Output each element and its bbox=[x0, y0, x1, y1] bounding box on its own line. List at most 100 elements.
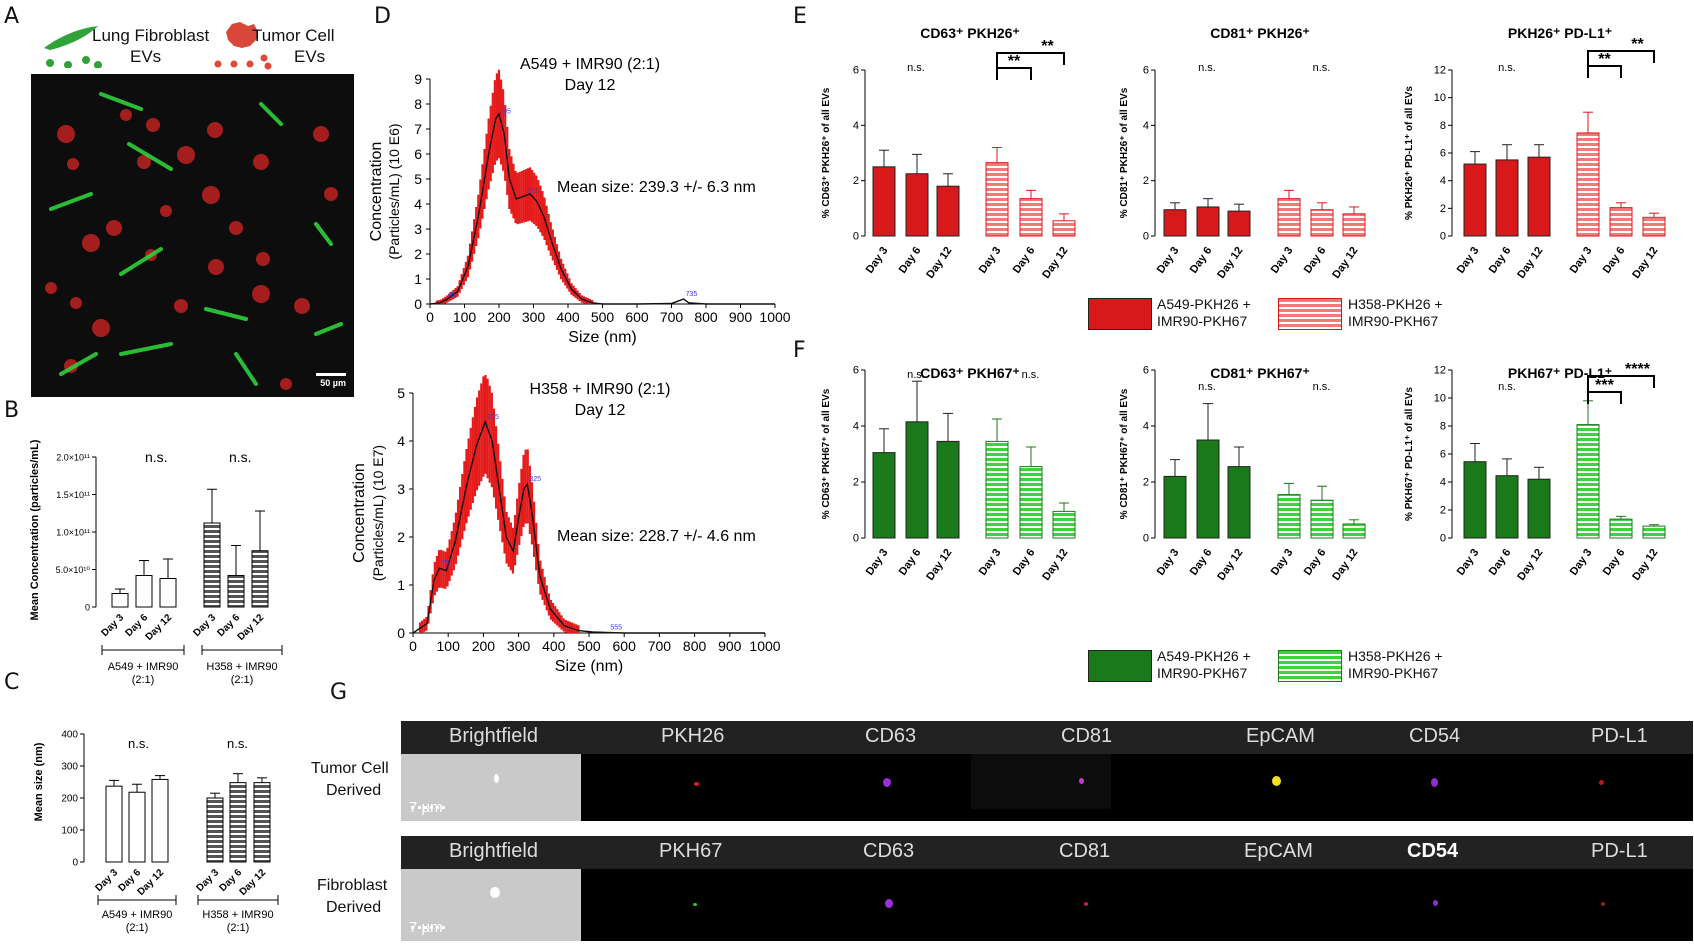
x-tick-label: Day 12 bbox=[1330, 245, 1360, 281]
y-tick-label: 0 bbox=[414, 296, 422, 312]
g-row2-ch3: CD81 bbox=[1059, 840, 1111, 862]
bar bbox=[1310, 499, 1334, 539]
g-row2-ch6: PD-L1 bbox=[1591, 840, 1648, 862]
x-tick-label: Day 3 bbox=[1455, 547, 1482, 578]
red-cell bbox=[252, 285, 270, 303]
x-tick-label: Day 12 bbox=[1215, 547, 1245, 583]
x-tick-label: Day 3 bbox=[191, 612, 218, 639]
red-cell bbox=[45, 282, 57, 294]
bar bbox=[872, 452, 896, 539]
bar bbox=[1463, 163, 1487, 237]
red-cell bbox=[256, 252, 270, 266]
sig-bracket bbox=[996, 67, 1032, 80]
g-row1-brightfield: 7 µm bbox=[401, 754, 581, 821]
legend-e-solid-label: A549-PKH26 + IMR90-PKH67 bbox=[1157, 296, 1251, 330]
y-axis-label: Concentration bbox=[368, 142, 385, 242]
g-row2-ch4: EpCAM bbox=[1244, 840, 1313, 862]
x-tick-label: Day 12 bbox=[1330, 547, 1360, 583]
x-tick-label: Day 6 bbox=[897, 547, 924, 578]
bar bbox=[227, 575, 245, 608]
red-cell bbox=[202, 186, 220, 204]
x-tick-label: Day 3 bbox=[1155, 547, 1182, 578]
red-cell bbox=[106, 220, 122, 236]
ns-label: n.s. bbox=[1313, 381, 1331, 393]
ns-label: n.s. bbox=[907, 369, 925, 381]
y-axis-label: % CD63⁺ PKH26⁺ of all EVs bbox=[821, 87, 832, 218]
x-tick-label: 300 bbox=[522, 309, 546, 325]
x-tick-label: 400 bbox=[556, 309, 580, 325]
y-tick-label: 6 bbox=[853, 365, 859, 377]
g-row2-label-line1: Fibroblast bbox=[317, 877, 388, 894]
x-tick-label: 100 bbox=[437, 638, 461, 654]
bar bbox=[253, 782, 271, 863]
red-cell bbox=[57, 125, 75, 143]
group-label: H358 + IMR90 bbox=[202, 909, 273, 921]
sig-bracket bbox=[1587, 65, 1622, 78]
bar bbox=[1052, 220, 1076, 237]
x-tick-label: Day 6 bbox=[1011, 245, 1038, 276]
x-tick-label: Day 6 bbox=[897, 245, 924, 276]
bar bbox=[1019, 198, 1043, 237]
y-tick-label: 4 bbox=[853, 421, 859, 433]
x-tick-label: Day 6 bbox=[1302, 245, 1329, 276]
red-cell bbox=[82, 234, 100, 252]
g-row1-ch5: CD54 bbox=[1409, 725, 1461, 747]
x-tick-label: Day 12 bbox=[238, 867, 269, 898]
size-distribution-line bbox=[429, 112, 775, 305]
y-axis-label: % PKH67⁺ PD-L1⁺ of all EVs bbox=[1404, 387, 1415, 521]
y-tick-label: 4 bbox=[414, 196, 422, 212]
legend-f-striped-label: H358-PKH26 + IMR90-PKH67 bbox=[1348, 648, 1443, 682]
y-tick-label: 7 bbox=[414, 121, 422, 137]
green-fibroblast bbox=[259, 102, 283, 126]
y-tick-label: 4 bbox=[1143, 120, 1149, 132]
y-axis-label: Mean Concentration (particles/mL) bbox=[29, 439, 41, 620]
red-cell bbox=[70, 297, 82, 309]
bar bbox=[1163, 209, 1187, 237]
y-tick-label: 8 bbox=[414, 96, 422, 112]
chart-title: PKH26⁺ PD-L1⁺ bbox=[1508, 25, 1612, 41]
bar bbox=[1277, 494, 1301, 539]
legend-e-solid-line2: IMR90-PKH67 bbox=[1157, 313, 1248, 329]
g-row1-ch4: EpCAM bbox=[1246, 725, 1315, 747]
bar bbox=[1227, 466, 1251, 539]
group-label: A549 + IMR90 bbox=[108, 661, 179, 673]
bar bbox=[1196, 206, 1220, 237]
chart-subtitle: Day 12 bbox=[575, 402, 626, 419]
chart-b-concentration: 0 5.0×10¹⁰ 1.0×10¹¹ 1.5×10¹¹ 2.0×10¹¹ Day 3 Da… bbox=[29, 439, 283, 686]
y-tick-label: 2 bbox=[1440, 505, 1446, 517]
y-tick-label: 9 bbox=[414, 71, 422, 87]
y-tick-label: 4 bbox=[1440, 175, 1446, 187]
bar bbox=[159, 578, 177, 608]
bar bbox=[1342, 213, 1366, 237]
x-axis-label: Size (nm) bbox=[568, 329, 636, 346]
group-label: H358 + IMR90 bbox=[206, 661, 277, 673]
ns-label: n.s. bbox=[128, 736, 149, 751]
x-tick-label: 800 bbox=[683, 638, 707, 654]
x-tick-label: Day 3 bbox=[1269, 245, 1296, 276]
y-tick-label: 1.5×10¹¹ bbox=[56, 490, 90, 500]
x-tick-label: Day 12 bbox=[1215, 245, 1245, 281]
red-cell bbox=[174, 299, 188, 313]
legend-e-solid-swatch bbox=[1088, 298, 1152, 330]
x-tick-label: Day 6 bbox=[1188, 547, 1215, 578]
g-row1-label-line2: Derived bbox=[326, 782, 382, 799]
y-tick-label: 4 bbox=[1143, 421, 1149, 433]
ns-label: n.s. bbox=[907, 62, 925, 74]
y-tick-label: 12 bbox=[1434, 365, 1446, 377]
g-row1-ch3: CD81 bbox=[1061, 725, 1113, 747]
x-tick-label: 1000 bbox=[749, 638, 780, 654]
sig-label: **** bbox=[1625, 361, 1651, 378]
chart-title: CD81⁺ PKH26⁺ bbox=[1210, 25, 1310, 41]
red-cell bbox=[253, 154, 269, 170]
y-tick-label: 1.0×10¹¹ bbox=[56, 528, 90, 538]
x-tick-label: Day 12 bbox=[1630, 547, 1660, 583]
y-tick-label: 1 bbox=[414, 271, 422, 287]
y-axis-label: % CD81⁺ PKH26⁺ of all EVs bbox=[1119, 87, 1130, 218]
bar bbox=[936, 185, 960, 237]
x-tick-label: Day 6 bbox=[1487, 547, 1514, 578]
chart-subtitle: Day 12 bbox=[565, 77, 616, 94]
bar bbox=[206, 797, 224, 863]
x-tick-label: 900 bbox=[718, 638, 742, 654]
legend-f-striped-line1: H358-PKH26 + bbox=[1348, 648, 1443, 664]
y-tick-label: 6 bbox=[414, 146, 422, 162]
